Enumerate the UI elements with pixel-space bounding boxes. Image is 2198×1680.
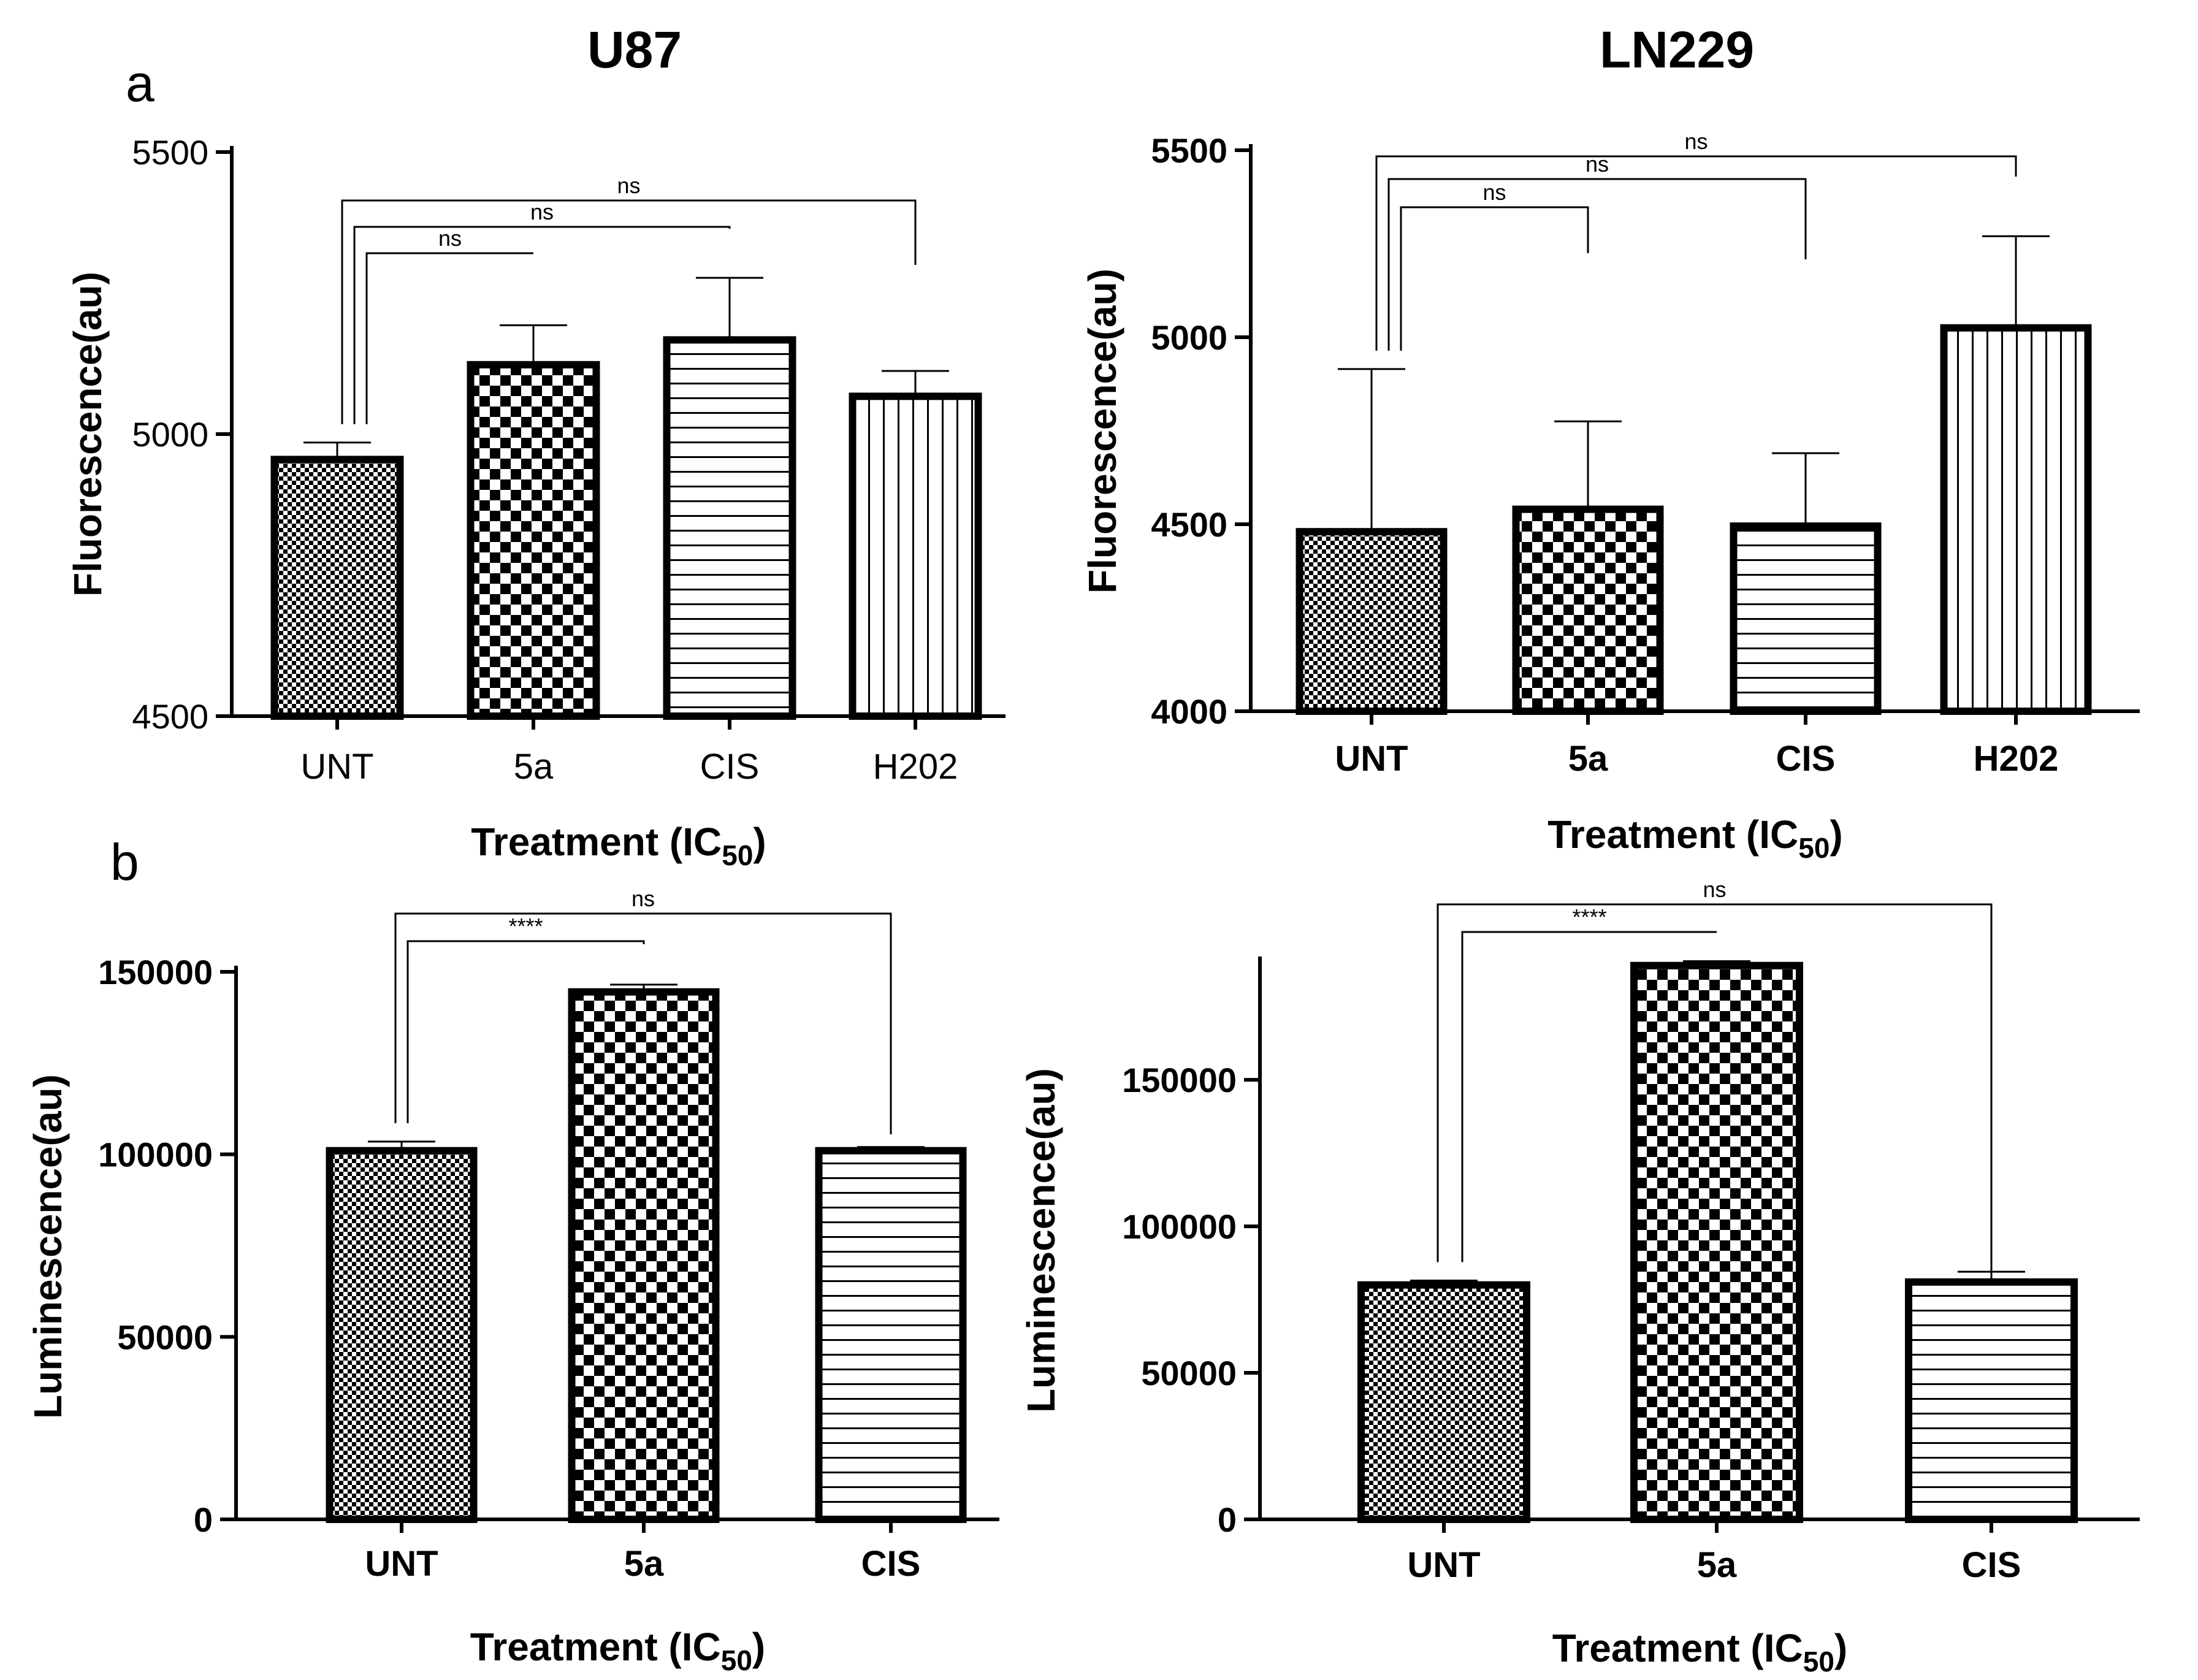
significance-label: ns bbox=[530, 199, 554, 224]
y-tick-label: 5000 bbox=[1151, 318, 1227, 357]
bar-h202 bbox=[849, 392, 982, 720]
bar-5a bbox=[1630, 961, 1803, 1523]
category-label-unt: UNT bbox=[1407, 1545, 1480, 1585]
y-tick-label: 5500 bbox=[1151, 131, 1227, 170]
category-label-5a: 5a bbox=[1568, 739, 1608, 779]
x-axis-label: Treatment (IC50) bbox=[1547, 812, 1842, 864]
y-tick-label: 5500 bbox=[132, 133, 208, 172]
x-axis-label: Treatment (IC50) bbox=[1552, 1626, 1847, 1678]
significance-bracket bbox=[1437, 903, 1993, 1272]
category-label-5a: 5a bbox=[514, 747, 554, 787]
bar-cis bbox=[663, 336, 796, 720]
y-tick-label: 5000 bbox=[132, 415, 208, 454]
y-tick-label: 100000 bbox=[1122, 1207, 1237, 1246]
category-label-h202: H202 bbox=[1974, 739, 2059, 779]
x-axis-label: Treatment (IC50) bbox=[470, 1625, 765, 1676]
significance-label: ns bbox=[1703, 877, 1726, 902]
y-axis-label: Luminescence(au) bbox=[1019, 1068, 1063, 1413]
category-label-5a: 5a bbox=[624, 1544, 664, 1584]
category-label-unt: UNT bbox=[300, 747, 373, 787]
significance-bracket bbox=[394, 912, 892, 1134]
significance-bracket bbox=[353, 226, 731, 424]
significance-label: ns bbox=[1483, 180, 1506, 205]
category-label-h202: H202 bbox=[873, 747, 958, 787]
y-tick-label: 50000 bbox=[1141, 1354, 1237, 1392]
bar-unt bbox=[1296, 528, 1448, 715]
bar-cis bbox=[815, 1147, 967, 1524]
bar-unt bbox=[1357, 1281, 1530, 1524]
category-label-cis: CIS bbox=[1962, 1545, 2021, 1585]
bar-unt bbox=[270, 456, 404, 720]
significance-label: ns bbox=[1586, 151, 1609, 177]
significance-bracket bbox=[1375, 155, 2017, 351]
y-tick-label: 4500 bbox=[132, 697, 208, 736]
y-axis-label: Fluorescence(au) bbox=[66, 272, 110, 597]
significance-label: ns bbox=[1684, 129, 1708, 154]
category-label-5a: 5a bbox=[1697, 1545, 1737, 1585]
bar-cis bbox=[1905, 1278, 2078, 1523]
significance-label: **** bbox=[1572, 904, 1606, 930]
chart-a-u87: 4500 5000 5500 UNT 5a CIS H202 ns ns ns Fluorescen… bbox=[66, 133, 1006, 871]
significance-label: ns bbox=[632, 886, 655, 911]
y-tick-label: 0 bbox=[1218, 1500, 1237, 1539]
significance-bracket bbox=[341, 199, 917, 424]
chart-a-ln229: 4000 4500 5000 5500 UNT 5a CIS H202 ns ns ns Fluore… bbox=[1080, 129, 2140, 864]
significance-label: **** bbox=[508, 914, 543, 939]
y-tick-label: 4500 bbox=[1151, 505, 1227, 544]
significance-bracket bbox=[406, 940, 645, 1123]
y-tick-label: 50000 bbox=[117, 1318, 213, 1356]
y-tick-label: 150000 bbox=[1122, 1061, 1237, 1099]
chart-b-ln229: 0 50000 100000 150000 UNT 5a CIS **** ns Luminesc… bbox=[1019, 877, 2140, 1678]
panel-letter-a: a bbox=[126, 55, 155, 112]
y-tick-label: 4000 bbox=[1151, 692, 1227, 731]
title-u87: U87 bbox=[587, 21, 682, 78]
y-tick-label: 0 bbox=[194, 1500, 213, 1539]
bar-5a bbox=[1512, 505, 1664, 715]
y-axis-label: Fluorescence(au) bbox=[1080, 269, 1124, 594]
y-tick-label: 100000 bbox=[98, 1136, 213, 1174]
y-axis-label: Luminescence(au) bbox=[26, 1074, 70, 1419]
panel-letter-b: b bbox=[110, 833, 139, 891]
significance-bracket bbox=[365, 252, 533, 424]
bar-5a bbox=[568, 988, 720, 1523]
significance-bracket bbox=[1461, 931, 1717, 1262]
bar-cis bbox=[1730, 522, 1882, 715]
bar-unt bbox=[326, 1147, 478, 1524]
category-label-cis: CIS bbox=[700, 747, 760, 787]
chart-b-u87: 0 50000 100000 150000 UNT 5a CIS **** ns Luminesc… bbox=[26, 886, 999, 1676]
category-label-cis: CIS bbox=[1776, 739, 1836, 779]
category-label-cis: CIS bbox=[861, 1544, 921, 1584]
category-label-unt: UNT bbox=[1335, 739, 1408, 779]
significance-label: ns bbox=[617, 173, 640, 198]
y-tick-label: 150000 bbox=[98, 953, 213, 991]
category-label-unt: UNT bbox=[365, 1544, 438, 1584]
significance-bracket bbox=[1387, 178, 1807, 351]
significance-label: ns bbox=[438, 226, 462, 251]
title-ln229: LN229 bbox=[1600, 21, 1754, 78]
x-axis-label: Treatment (IC50) bbox=[471, 820, 766, 871]
bar-5a bbox=[467, 361, 600, 720]
significance-bracket bbox=[1400, 206, 1589, 351]
bar-h202 bbox=[1940, 324, 2092, 715]
